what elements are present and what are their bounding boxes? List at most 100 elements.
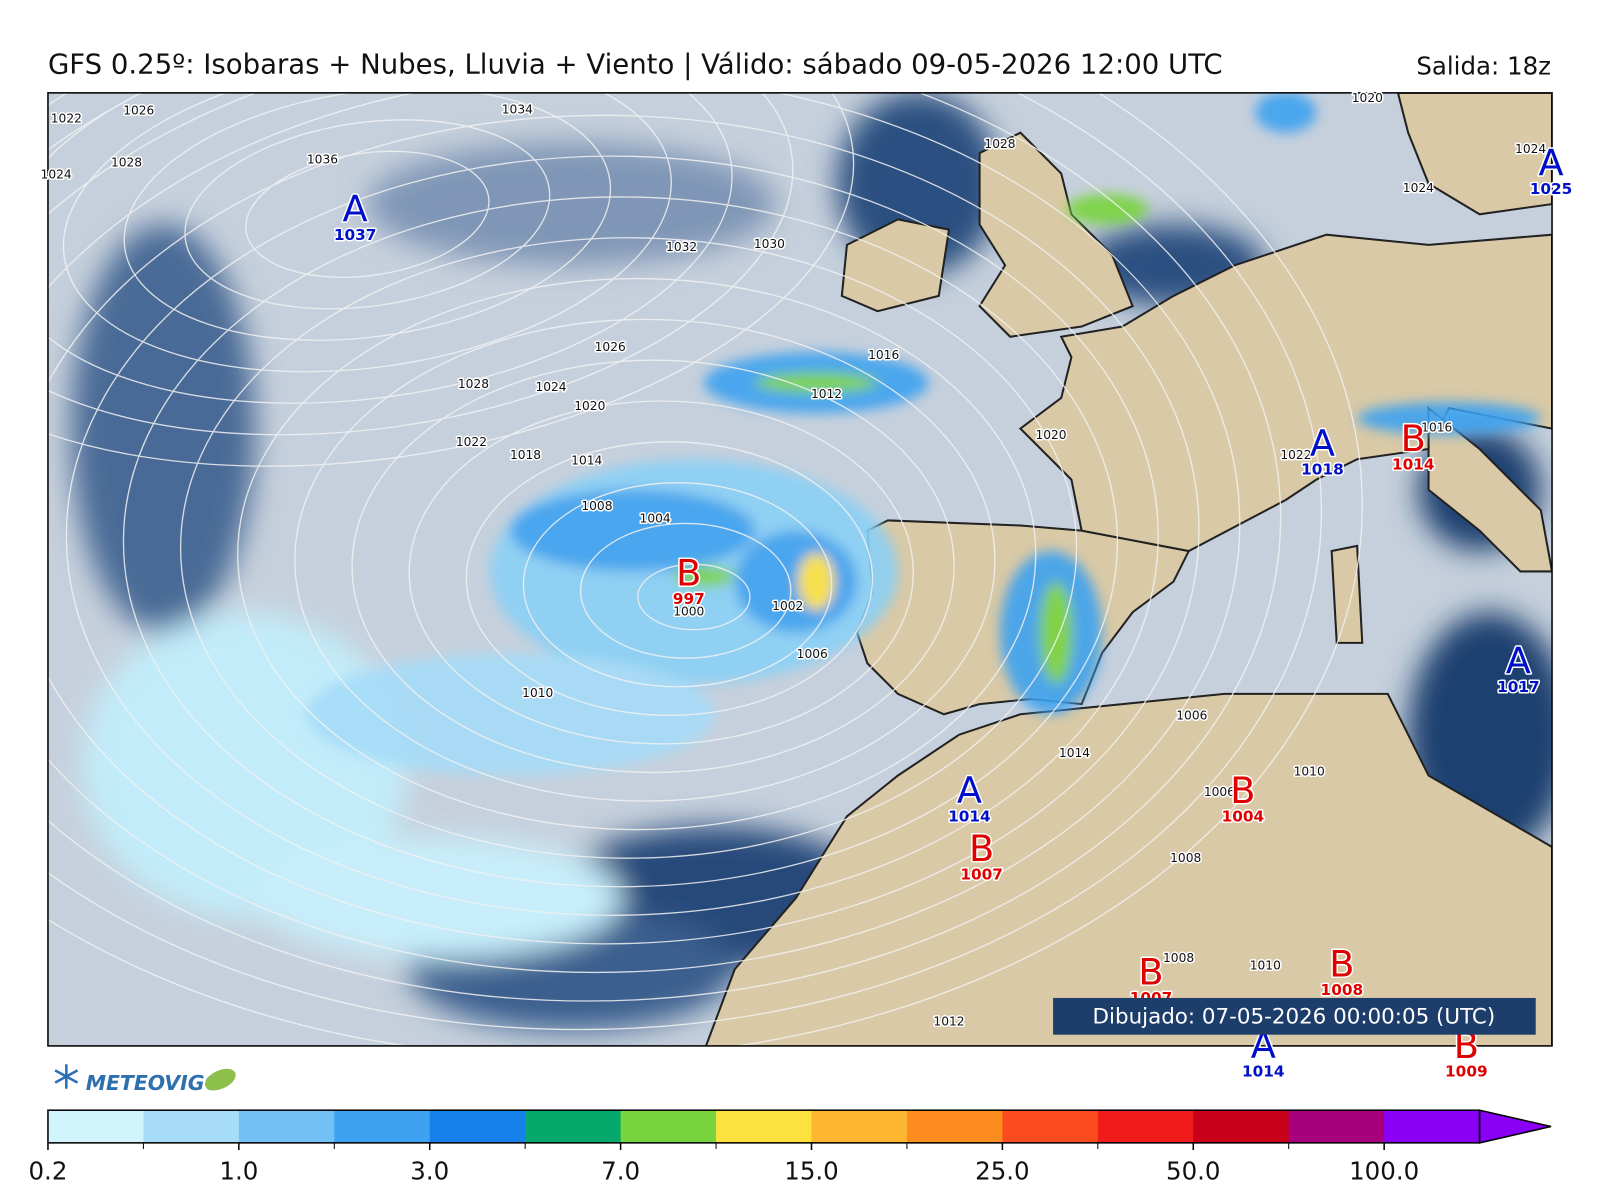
isobar-label: 1022 — [456, 435, 487, 449]
colorbar-segment — [1097, 1110, 1194, 1143]
pressure-value: 1014 — [948, 807, 991, 825]
colorbar-segment — [620, 1110, 717, 1143]
logo: METEOVIGO — [86, 1071, 222, 1095]
isobar — [47, 92, 1282, 1002]
isobar-label: 1020 — [1035, 428, 1066, 442]
isobar — [465, 441, 874, 716]
isobar-label: 1034 — [502, 102, 533, 116]
pressure-value: 1014 — [1242, 1063, 1285, 1081]
pressure-value: 1037 — [334, 226, 377, 244]
isobar — [47, 92, 733, 404]
isobar-label: 1020 — [1352, 91, 1383, 105]
map-area — [47, 92, 1553, 1046]
isobar-label: 1008 — [1170, 851, 1201, 865]
colorbar-segment — [1002, 1110, 1099, 1143]
colorbar: 0.2 1.0 3.0 7.0 15.0 25.0 50.0 100.0 — [28, 1109, 1552, 1186]
isobar-labels: 1022 1026 1024 1028 1034 1036 1032 1030 1026 1028… — [39, 90, 1548, 1031]
colorbar-segment — [716, 1110, 813, 1143]
isobar-label: 1010 — [1250, 958, 1281, 972]
isobar-label: 1024 — [1515, 142, 1546, 156]
pressure-letter: A — [1506, 639, 1531, 682]
isobar-label: 1018 — [510, 448, 541, 462]
isobar-label: 1012 — [933, 1015, 964, 1029]
isobar-label: 1016 — [1421, 421, 1452, 435]
isobar — [637, 563, 751, 631]
colorbar-segment — [238, 1110, 335, 1143]
isobar-label: 1024 — [41, 168, 72, 182]
isobar-label: 1006 — [1176, 708, 1207, 722]
colorbar-segment — [906, 1110, 1003, 1143]
isobar — [62, 92, 672, 373]
isobar-label: 1030 — [754, 237, 785, 251]
isobar-label: 1010 — [1294, 765, 1325, 779]
map-frame — [47, 92, 1553, 1047]
logo-leaf — [205, 1068, 236, 1091]
colorbar-segment — [334, 1110, 431, 1143]
isobar-label: 1026 — [123, 103, 154, 117]
logo-icon — [54, 1064, 79, 1089]
drawn-label: Dibujado: 07-05-2026 00:00:05 (UTC) — [1093, 1004, 1496, 1029]
isobar — [65, 155, 1159, 916]
isobar — [179, 237, 1078, 859]
isobar-label: 1022 — [51, 111, 82, 125]
land — [704, 92, 1553, 1046]
pressure-value: 997 — [673, 590, 705, 608]
isobar-label: 1016 — [868, 348, 899, 362]
colorbar-arrow — [1478, 1109, 1552, 1144]
colorbar-tick-label: 7.0 — [601, 1157, 640, 1186]
colorbar-segment — [429, 1110, 526, 1143]
isobar-label: 1012 — [811, 387, 842, 401]
pressure-letter: A — [1310, 422, 1335, 465]
isobar-label: 1024 — [1403, 181, 1434, 195]
colorbar-tick-label: 1.0 — [219, 1157, 258, 1186]
isobar-label: 1004 — [640, 511, 671, 525]
isobar — [47, 92, 1363, 1046]
pressure-letter: B — [1401, 417, 1426, 460]
pressure-letter: B — [1329, 943, 1354, 986]
isobar — [579, 522, 792, 659]
isobar-label: 1002 — [772, 599, 803, 613]
pressure-letter: B — [969, 827, 994, 870]
isobar-label: 1026 — [595, 340, 626, 354]
isobar — [408, 400, 914, 745]
isobars — [47, 92, 1363, 1046]
isobar — [47, 92, 1241, 973]
colorbar-segment — [525, 1110, 622, 1143]
pressure-value: 1025 — [1530, 180, 1573, 198]
pressure-value: 1014 — [1392, 455, 1435, 473]
isobar-label: 1032 — [666, 240, 697, 254]
isobar — [522, 481, 833, 688]
isobar-label: 1028 — [111, 155, 142, 169]
isobar-label: 1024 — [535, 380, 566, 394]
colorbar-tick-label: 15.0 — [784, 1157, 838, 1186]
colorbar-segment — [1384, 1110, 1481, 1143]
isobar — [47, 114, 1200, 945]
isobar-label: 1010 — [522, 686, 553, 700]
pressure-letter: B — [1138, 951, 1163, 994]
isobar-label: 1028 — [458, 377, 489, 391]
pressure-value: 1008 — [1321, 981, 1364, 999]
colorbar-segment — [47, 1110, 144, 1143]
pressure-letter: B — [676, 552, 701, 595]
isobar-label: 1036 — [307, 152, 338, 166]
colorbar-tick-label: 50.0 — [1166, 1157, 1220, 1186]
colorbar-tick-label: 100.0 — [1349, 1157, 1419, 1186]
pressure-value: 1004 — [1222, 807, 1265, 825]
isobar — [47, 92, 794, 436]
isobar — [47, 92, 855, 467]
colorbar-frame — [47, 1109, 1481, 1144]
isobar-label: 1000 — [673, 604, 704, 618]
pressure-letter: A — [343, 187, 368, 230]
drawn-box — [1053, 997, 1536, 1035]
pressure-value: 1018 — [1301, 460, 1344, 478]
isobar-label: 1006 — [797, 647, 828, 661]
title: GFS 0.25º: Isobaras + Nubes, Lluvia + Vi… — [48, 48, 1223, 80]
isobar — [184, 119, 551, 310]
colorbar-tick-label: 3.0 — [410, 1157, 449, 1186]
colorbar-tick-label: 0.2 — [28, 1157, 67, 1186]
isobar — [122, 196, 1119, 888]
isobar-label: 1006 — [1204, 785, 1235, 799]
isobar-label: 1020 — [574, 399, 605, 413]
pressure-value: 1007 — [960, 866, 1003, 884]
